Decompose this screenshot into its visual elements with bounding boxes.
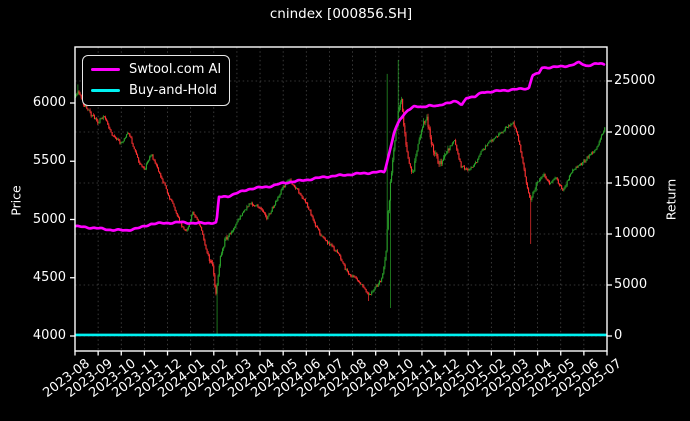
return-tick-label: 10000 xyxy=(614,226,656,241)
price-tick-label: 4500 xyxy=(32,269,66,285)
return-tick-label: 5000 xyxy=(614,277,648,292)
price-tick-label: 5500 xyxy=(32,153,66,169)
y-axis-label-return: Return xyxy=(663,178,679,221)
price-tick-label: 6000 xyxy=(32,95,66,110)
legend-item-buyhold: Buy-and-Hold xyxy=(91,80,221,101)
buyhold-line-swatch xyxy=(91,89,120,92)
legend-label-buyhold: Buy-and-Hold xyxy=(129,83,218,98)
return-tick-label: 0 xyxy=(614,328,623,343)
return-tick-label: 25000 xyxy=(614,73,656,88)
ai-line-swatch xyxy=(91,68,120,71)
price-tick-label: 4000 xyxy=(32,328,66,343)
return-tick-label: 20000 xyxy=(614,124,656,139)
return-tick-label: 15000 xyxy=(614,175,656,190)
legend-item-ai: Swtool.com AI xyxy=(91,59,221,80)
legend-label-ai: Swtool.com AI xyxy=(129,62,222,77)
legend: Swtool.com AI Buy-and-Hold xyxy=(82,55,230,106)
chart-title: cnindex [000856.SH] xyxy=(269,6,413,22)
y-axis-label-price: Price xyxy=(8,185,24,216)
price-tick-label: 5000 xyxy=(32,211,66,227)
